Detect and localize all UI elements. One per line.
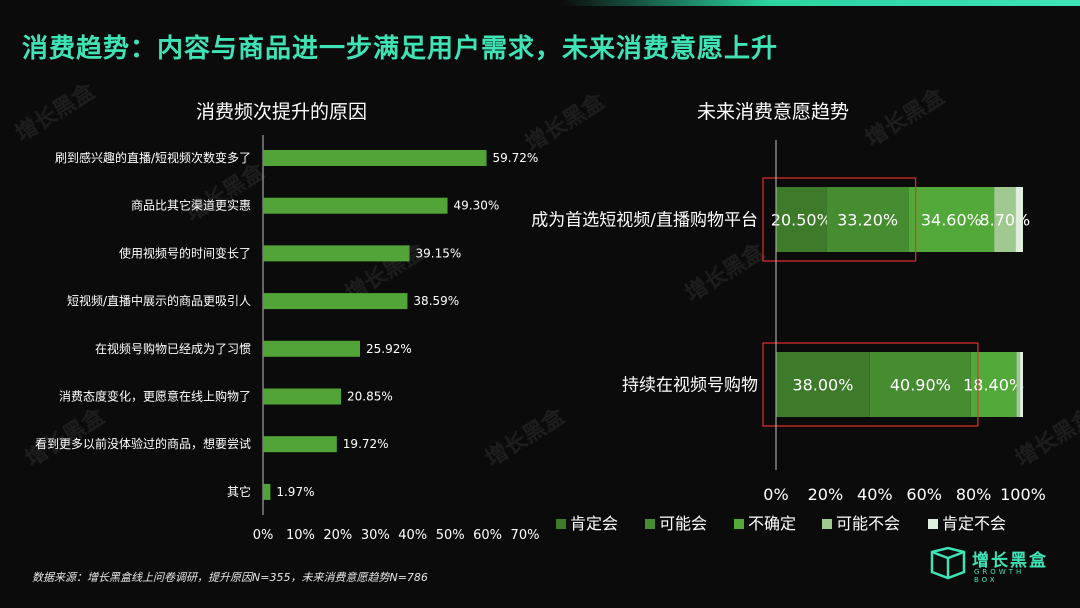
legend-label: 可能不会	[836, 514, 900, 533]
left-x-tick-label: 70%	[511, 528, 540, 543]
left-value-label: 39.15%	[416, 246, 462, 260]
left-bar	[263, 388, 342, 405]
left-bar	[263, 340, 361, 357]
legend-swatch	[645, 519, 655, 529]
right-segment-label: 40.90%	[890, 376, 951, 395]
legend-label: 肯定会	[570, 514, 618, 533]
left-value-label: 49.30%	[454, 199, 500, 213]
left-x-tick-label: 0%	[253, 528, 274, 543]
left-value-label: 19.72%	[343, 437, 389, 451]
cube-logo-icon	[930, 546, 966, 580]
left-value-label: 25.92%	[366, 342, 412, 356]
left-value-label: 20.85%	[347, 390, 393, 404]
left-category-label: 看到更多以前没体验过的商品，想要尝试	[35, 436, 251, 451]
right-chart-title: 未来消费意愿趋势	[697, 101, 850, 123]
right-bar-segment	[1016, 352, 1021, 417]
legend-swatch	[928, 519, 938, 529]
brand-logo: 增长黑盒 GROWTH BOX	[928, 546, 1048, 584]
logo-name: 增长黑盒	[972, 551, 1048, 571]
legend-label: 可能会	[659, 514, 707, 533]
left-bar	[263, 436, 337, 453]
logo-sub: GROWTH BOX	[974, 568, 1025, 584]
left-value-label: 38.59%	[413, 294, 459, 308]
left-category-label: 消费态度变化，更愿意在线上购物了	[59, 389, 251, 404]
legend-swatch	[822, 519, 832, 529]
legend-swatch	[734, 519, 744, 529]
legend-label: 肯定不会	[942, 514, 1006, 533]
right-bar-segment	[994, 187, 1016, 252]
legend-label: 不确定	[748, 514, 796, 533]
left-bar	[263, 293, 408, 310]
right-segment-label: 20.50%	[771, 211, 832, 230]
left-value-label: 59.72%	[493, 151, 539, 165]
left-category-label: 使用视频号的时间变长了	[119, 245, 251, 260]
left-category-label: 短视频/直播中展示的商品更吸引人	[67, 293, 251, 308]
page-title: 消费趋势：内容与商品进一步满足用户需求，未来消费意愿上升	[22, 34, 779, 64]
top-accent-bar	[0, 0, 1080, 6]
right-x-tick-label: 40%	[857, 485, 893, 504]
right-x-tick-label: 100%	[1000, 485, 1046, 504]
left-chart-title: 消费频次提升的原因	[196, 101, 368, 123]
left-x-tick-label: 60%	[473, 528, 502, 543]
left-category-label: 商品比其它渠道更实惠	[131, 198, 251, 213]
right-bar-segment	[869, 352, 971, 417]
right-category-label: 成为首选短视频/直播购物平台	[531, 211, 758, 231]
left-x-tick-label: 40%	[398, 528, 427, 543]
left-x-tick-label: 10%	[286, 528, 315, 543]
left-category-label: 在视频号购物已经成为了习惯	[95, 341, 251, 356]
right-bar-segment	[1020, 352, 1023, 417]
left-category-label: 刷到感兴趣的直播/短视频次数变多了	[55, 150, 251, 165]
right-x-tick-label: 80%	[956, 485, 992, 504]
left-value-label: 1.97%	[276, 485, 314, 499]
source-note: 数据来源：增长黑盒线上问卷调研，提升原因N=355，未来消费意愿趋势N=786	[32, 571, 428, 584]
left-category-label: 其它	[227, 484, 251, 499]
left-bar	[263, 150, 487, 166]
right-x-tick-label: 0%	[763, 485, 788, 504]
legend-swatch	[556, 519, 566, 529]
left-x-tick-label: 20%	[323, 528, 352, 543]
left-bar	[263, 245, 410, 262]
highlight-box	[762, 342, 979, 427]
right-bar-segment	[776, 352, 870, 417]
right-segment-label: 33.20%	[837, 211, 898, 230]
left-bar	[263, 483, 271, 500]
left-x-tick-label: 30%	[361, 528, 390, 543]
right-bar-segment	[908, 187, 995, 252]
right-segment-label: 18.40%	[963, 376, 1024, 395]
right-segment-label: 34.60%	[921, 211, 982, 230]
right-segment-label: 38.00%	[792, 376, 853, 395]
right-bar-segment	[826, 187, 909, 252]
right-bar-segment	[776, 187, 827, 252]
left-x-tick-label: 50%	[436, 528, 465, 543]
right-category-label: 持续在视频号购物	[622, 376, 758, 396]
right-x-tick-label: 20%	[808, 485, 844, 504]
right-x-tick-label: 60%	[906, 485, 942, 504]
left-bar	[263, 197, 448, 214]
highlight-box	[762, 177, 917, 262]
right-bar-segment	[1015, 187, 1023, 252]
